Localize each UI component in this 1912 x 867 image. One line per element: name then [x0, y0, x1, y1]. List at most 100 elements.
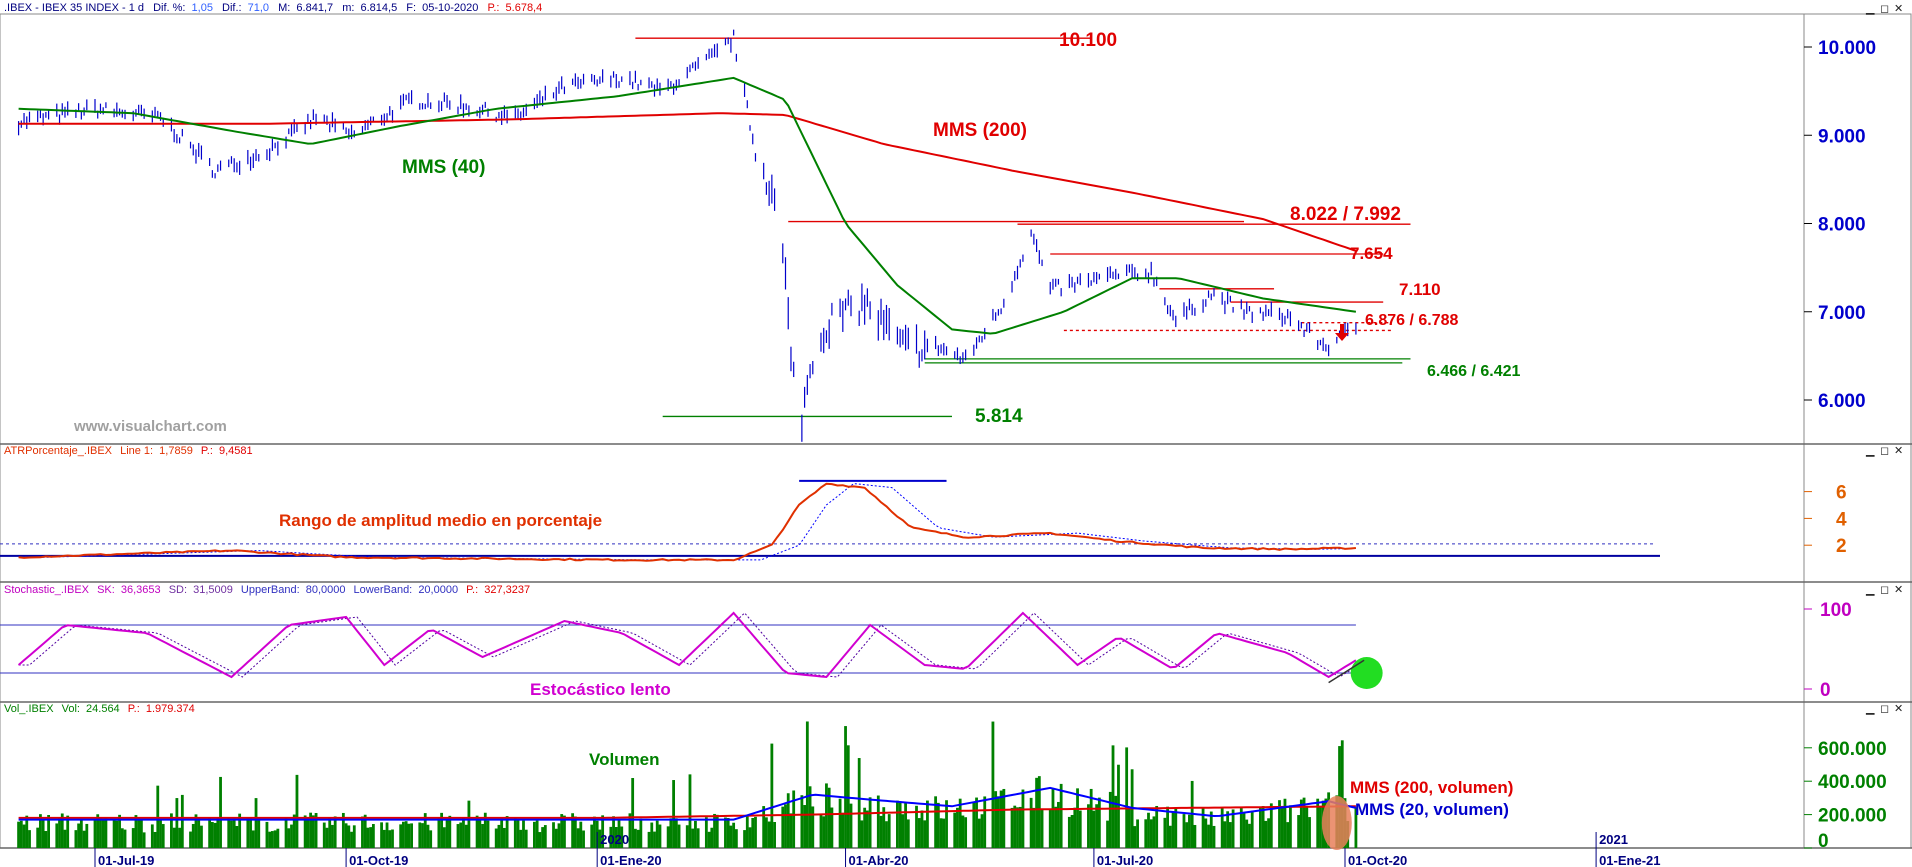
volume-bar	[1078, 810, 1082, 848]
volume-bar	[685, 825, 689, 848]
volume-bar	[197, 818, 201, 848]
minimize-icon[interactable]: ▁	[1865, 584, 1875, 596]
volume-bar	[235, 825, 239, 848]
volume-bar	[347, 825, 351, 848]
date-tick-label: 01-Oct-19	[349, 853, 408, 867]
volume-bar	[423, 813, 427, 848]
volume-bar	[421, 823, 424, 848]
close-icon[interactable]: ✕	[1894, 445, 1903, 457]
volume-bar	[773, 822, 776, 848]
volume-bar	[200, 825, 203, 848]
volume-bar	[36, 827, 40, 848]
level-label-7654: 7.654	[1350, 244, 1393, 263]
volume-bar	[150, 824, 154, 848]
volume-bar	[189, 831, 192, 848]
volume-bar	[131, 828, 135, 848]
volume-bar	[350, 831, 353, 848]
volume-bar	[538, 832, 542, 848]
volume-bar	[513, 818, 517, 848]
volume-bar	[860, 820, 864, 848]
volume-bar	[19, 820, 23, 848]
volume-bar	[1032, 807, 1036, 848]
volume-bar	[1258, 807, 1262, 848]
volume-bar	[440, 812, 444, 848]
volume-bar	[524, 829, 528, 848]
price-tick-label: 10.000	[1818, 38, 1876, 59]
stoch-window-controls[interactable]: ▁ ◻ ✕	[1865, 584, 1903, 596]
volume-bar	[1037, 776, 1041, 848]
volume-bar	[882, 807, 886, 848]
volume-bar	[707, 831, 711, 848]
volume-bar	[696, 828, 700, 848]
volume-bar	[789, 813, 793, 848]
restore-icon[interactable]: ◻	[1880, 584, 1889, 596]
volume-bar	[399, 824, 403, 848]
vol-tick-label: 200.000	[1818, 806, 1887, 827]
volume-bar	[442, 827, 446, 848]
volume-ma20-line	[18, 786, 1357, 821]
volume-bar	[541, 827, 544, 848]
atr-p-label: P.:	[201, 445, 213, 457]
vol-header: Vol_.IBEX Vol: 24.564 P.: 1.979.374	[4, 703, 195, 715]
stoch-lb-value: 20,0000	[418, 584, 458, 596]
volume-bar	[486, 820, 490, 848]
restore-icon[interactable]: ◻	[1880, 3, 1889, 15]
volume-bar	[1136, 819, 1139, 848]
watermark: www.visualchart.com	[73, 418, 227, 435]
close-icon[interactable]: ✕	[1894, 703, 1903, 715]
volume-bar	[688, 774, 692, 848]
volume-bar	[153, 831, 157, 848]
max-label: M:	[278, 2, 290, 14]
volume-bar	[519, 829, 523, 848]
volume-bar	[481, 824, 484, 848]
volume-bar	[475, 815, 479, 848]
volume-bar	[1207, 824, 1210, 848]
price-window-controls[interactable]: ▁ ◻ ✕	[1865, 3, 1903, 15]
volume-bar	[142, 832, 146, 848]
atr-name: ATRPorcentaje_.IBEX	[4, 445, 113, 457]
restore-icon[interactable]: ◻	[1880, 445, 1889, 457]
minimize-icon[interactable]: ▁	[1865, 3, 1875, 15]
vol-tick-label: 600.000	[1818, 739, 1887, 760]
atr-window-controls[interactable]: ▁ ◻ ✕	[1865, 445, 1903, 457]
atr-panel-frame	[0, 443, 1805, 583]
restore-icon[interactable]: ◻	[1880, 703, 1889, 715]
volume-bar	[805, 721, 809, 848]
volume-bar	[781, 806, 785, 848]
volume-bar	[1305, 806, 1309, 848]
volume-bar	[590, 824, 594, 848]
volume-bar	[1076, 788, 1079, 848]
price-tick-label: 6.000	[1818, 391, 1866, 412]
minimize-icon[interactable]: ▁	[1865, 445, 1875, 457]
volume-bar	[754, 816, 757, 848]
volume-bar	[85, 823, 89, 848]
volume-bar	[175, 798, 179, 848]
stoch-highlight-circle	[1350, 657, 1383, 689]
volume-bar	[633, 828, 637, 848]
volume-bar	[410, 823, 413, 848]
volume-bar	[208, 817, 212, 848]
volume-bar	[800, 795, 804, 848]
volume-bar	[344, 823, 348, 848]
volume-bar	[352, 825, 356, 848]
volume-bar	[112, 819, 116, 848]
volume-bar	[715, 814, 719, 848]
volume-bar	[936, 802, 940, 848]
volume-bar	[448, 815, 452, 848]
volume-bar	[1286, 822, 1290, 848]
volume-bar	[896, 800, 899, 848]
year-tick-label: 2021	[1599, 832, 1628, 847]
vol-window-controls[interactable]: ▁ ◻ ✕	[1865, 703, 1903, 715]
volume-bar	[361, 816, 364, 848]
minimize-icon[interactable]: ▁	[1865, 703, 1875, 715]
volume-bar	[1087, 804, 1090, 848]
volume-bar	[983, 796, 987, 848]
volume-bar	[1354, 807, 1358, 848]
close-icon[interactable]: ✕	[1894, 584, 1903, 596]
close-icon[interactable]: ✕	[1894, 3, 1903, 15]
volume-bar	[1070, 814, 1074, 848]
volume-bar	[991, 721, 995, 848]
volume-bar	[385, 822, 389, 848]
volume-bar	[956, 807, 959, 848]
mms200-line	[18, 112, 1357, 252]
